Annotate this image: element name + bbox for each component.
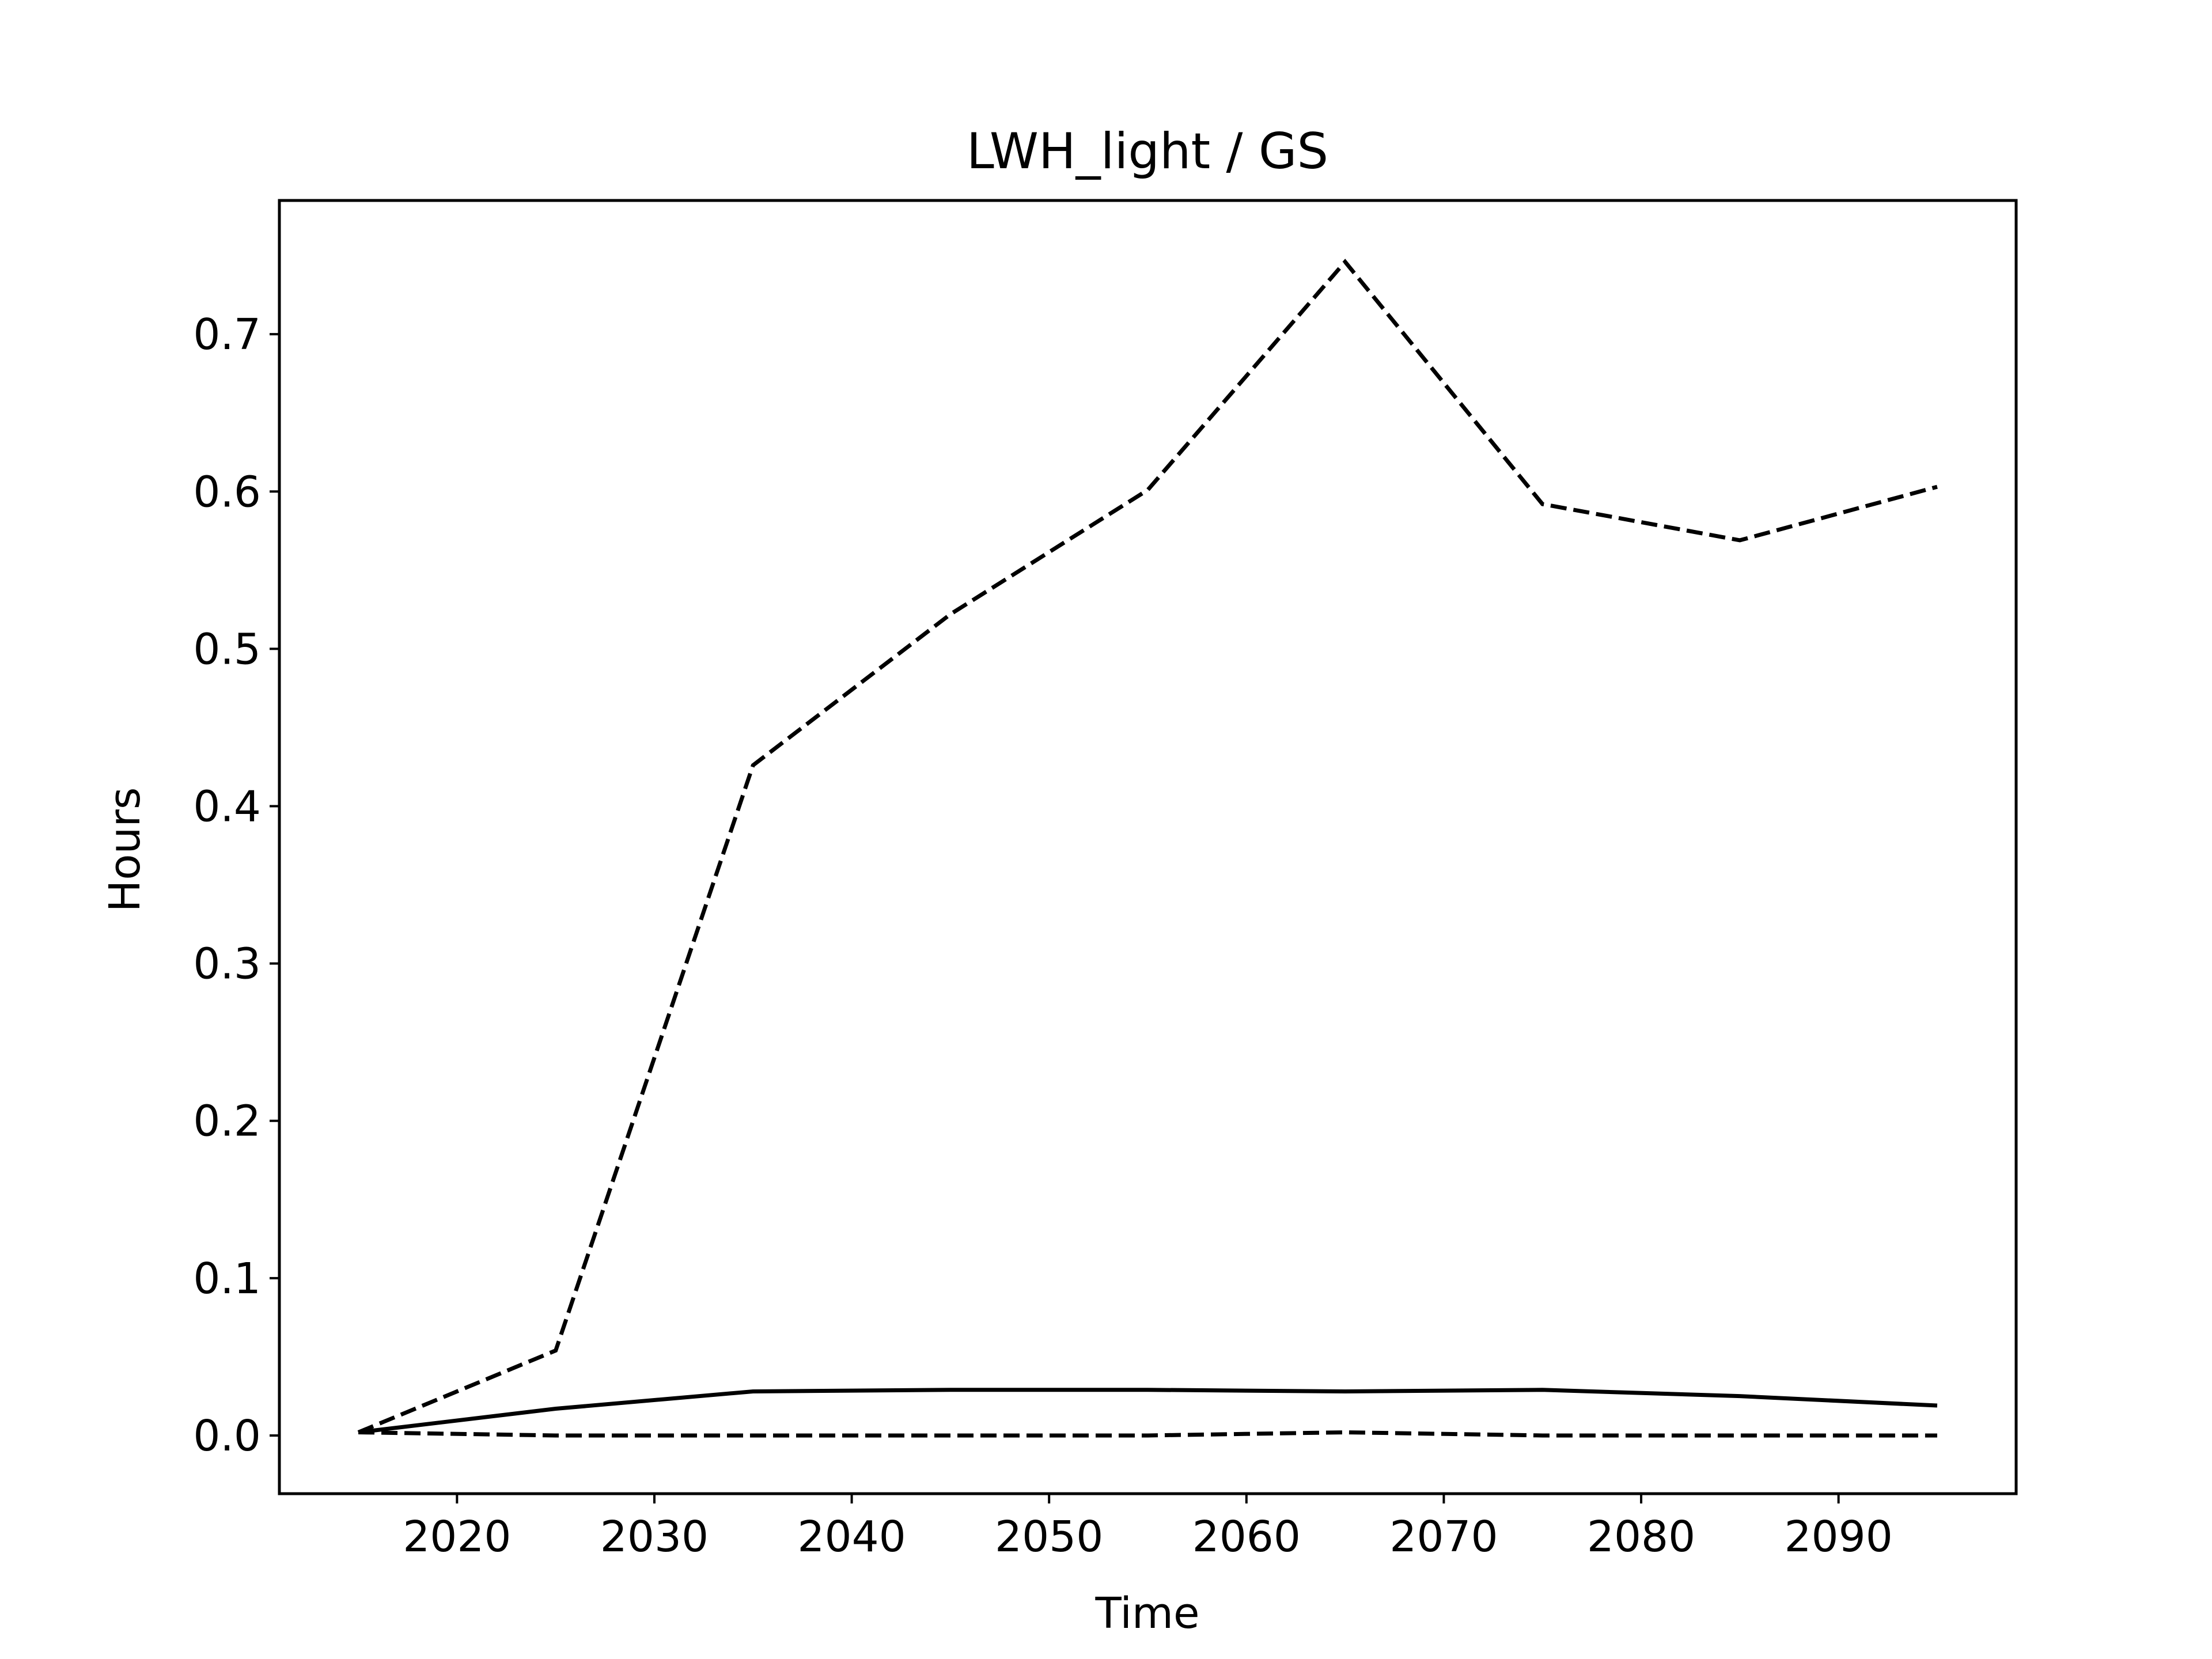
y-axis-ticks: 0.0 0.1 0.2 0.3 0.4 0.5 0.6 0.7 (193, 310, 279, 1461)
chart-title: LWH_light / GS (967, 123, 1328, 180)
x-tick-label: 2040 (797, 1512, 906, 1562)
x-tick-label: 2030 (600, 1512, 709, 1562)
y-tick-label: 0.7 (193, 310, 261, 359)
series-line-2 (358, 1388, 1938, 1434)
x-tick-label: 2060 (1192, 1512, 1301, 1562)
y-tick-label: 0.4 (193, 782, 261, 831)
x-tick-label: 2080 (1587, 1512, 1695, 1562)
x-tick-label: 2070 (1389, 1512, 1498, 1562)
y-tick-label: 0.5 (193, 624, 261, 674)
y-axis-label: Hours (100, 787, 150, 912)
x-tick-label: 2090 (1784, 1512, 1892, 1562)
series-layer (357, 259, 1938, 1438)
series-line-3 (358, 1430, 1937, 1438)
y-tick-label: 0.6 (193, 467, 261, 517)
plot-area-frame (278, 199, 2018, 1495)
y-tick-label: 0.2 (193, 1097, 261, 1146)
series-line-1 (357, 259, 1938, 1434)
x-tick-label: 2050 (995, 1512, 1103, 1562)
y-tick-label: 0.0 (193, 1411, 261, 1461)
y-tick-label: 0.3 (193, 940, 261, 989)
x-tick-label: 2020 (403, 1512, 511, 1562)
x-axis-label: Time (1094, 1589, 1199, 1638)
x-axis-ticks: 2020 2030 2040 2050 2060 2070 2080 2090 (403, 1494, 1893, 1562)
y-tick-label: 0.1 (193, 1254, 261, 1304)
